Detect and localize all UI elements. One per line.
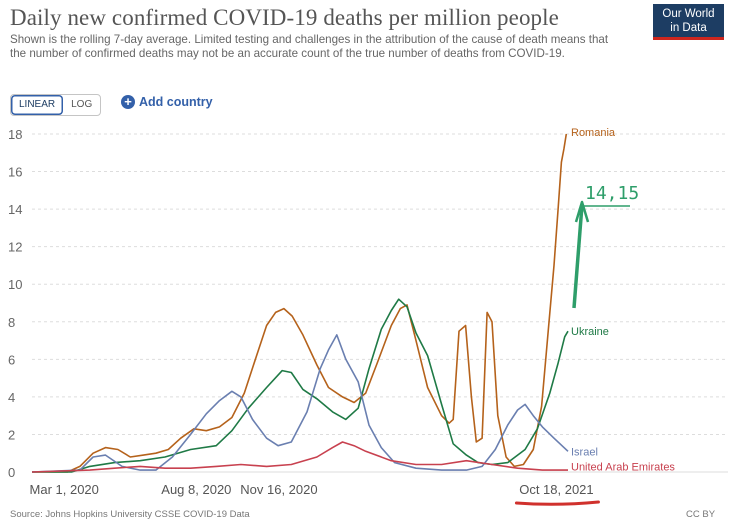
series-label-romania: Romania [571, 127, 616, 139]
y-tick-label-14: 14 [8, 202, 22, 217]
series-line-united-arab-emirates [31, 441, 568, 473]
y-tick-label-12: 12 [8, 240, 22, 255]
x-tick-label-3: Oct 18, 2021 [519, 482, 593, 497]
y-tick-label-0: 0 [8, 465, 15, 480]
y-tick-label-8: 8 [8, 315, 15, 330]
y-tick-label-10: 10 [8, 277, 22, 292]
add-country-label: Add country [139, 95, 213, 109]
annotation-arrow-head [574, 200, 590, 223]
series-line-israel [31, 334, 569, 473]
add-country-button[interactable]: + Add country [121, 95, 213, 109]
linear-scale-button[interactable]: LINEAR [11, 95, 63, 115]
log-scale-button[interactable]: LOG [71, 99, 93, 110]
x-tick-label-2: Nov 16, 2020 [240, 482, 317, 497]
annotation-value: 14,15 [585, 183, 639, 204]
scale-toggle: LINEAR LOG [10, 94, 102, 116]
series-line-romania [32, 133, 568, 473]
license-link[interactable]: CC BY [686, 509, 716, 520]
annotation-arrow-shaft [572, 204, 584, 309]
source-note[interactable]: Source: Johns Hopkins University CSSE CO… [10, 509, 250, 520]
x-tick-label-1: Aug 8, 2020 [161, 482, 231, 497]
y-tick-label-2: 2 [8, 427, 15, 442]
owid-logo[interactable]: Our World in Data [653, 4, 724, 40]
y-tick-label-4: 4 [8, 390, 15, 405]
y-tick-label-6: 6 [8, 352, 15, 367]
series-label-ukraine: Ukraine [571, 326, 609, 338]
y-tick-label-16: 16 [8, 165, 22, 180]
plus-circle-icon: + [121, 95, 135, 109]
chart-title: Daily new confirmed COVID-19 deaths per … [10, 5, 559, 30]
series-label-united-arab-emirates: United Arab Emirates [571, 461, 675, 473]
series-line-ukraine [32, 298, 569, 473]
x-tick-highlight-underline [514, 500, 600, 506]
logo-line-2: in Data [670, 22, 707, 34]
series-label-israel: Israel [571, 446, 598, 458]
x-tick-label-0: Mar 1, 2020 [30, 482, 99, 497]
y-tick-label-18: 18 [8, 127, 22, 142]
logo-line-1: Our World [662, 8, 715, 20]
chart-subtitle: Shown is the rolling 7-day average. Limi… [10, 33, 609, 60]
